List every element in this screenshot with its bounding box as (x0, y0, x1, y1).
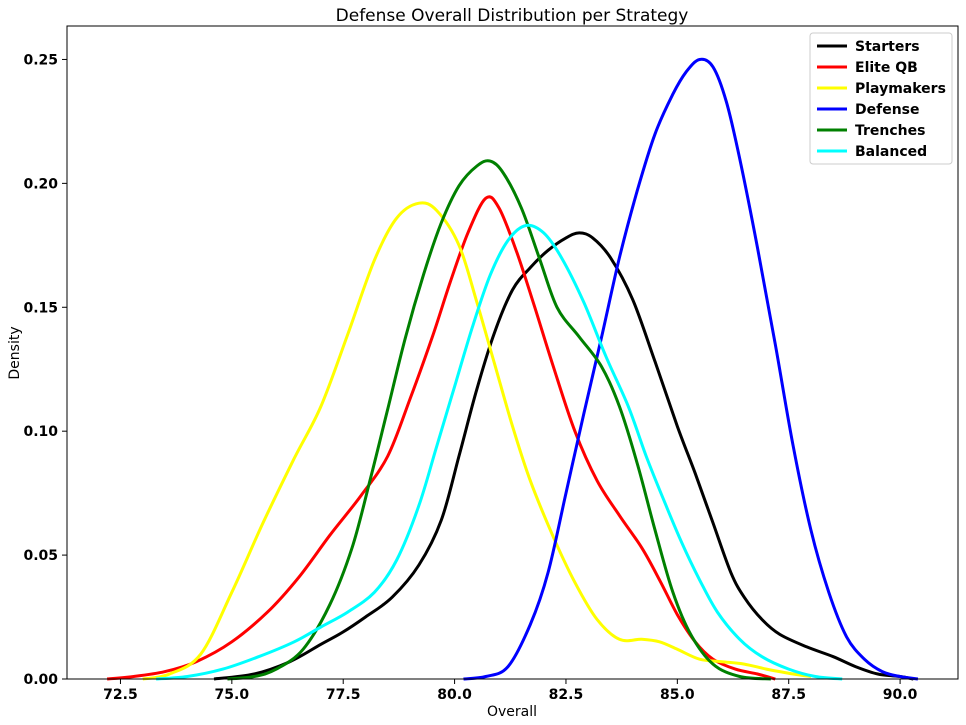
legend: Starters Elite QB Playmakers Defense Trenche… (809, 32, 953, 165)
x-tick-label: 75.0 (215, 687, 250, 703)
series-line-playmakers (142, 201, 812, 681)
legend-label: Elite QB (855, 60, 918, 76)
legend-label: Trenches (855, 123, 925, 139)
y-tick-label: 0.15 (23, 300, 58, 316)
x-tick-label: 85.0 (660, 687, 695, 703)
x-tick-label: 80.0 (437, 687, 472, 703)
series-line-defense (463, 57, 919, 681)
y-tick-label: 0.25 (23, 52, 58, 68)
x-tick-label: 77.5 (326, 687, 361, 703)
y-tick-label: 0.05 (23, 548, 58, 564)
y-tick-label: 0.20 (23, 176, 58, 192)
plot-area-frame (66, 25, 959, 680)
x-tick-label: 72.5 (103, 687, 138, 703)
x-axis: 72.5 75.0 77.5 80.0 82.5 85.0 87.5 90.0 (103, 679, 918, 703)
legend-label: Defense (855, 102, 920, 118)
x-tick-label: 90.0 (883, 687, 918, 703)
chart-title: Defense Overall Distribution per Strateg… (336, 6, 689, 26)
series-line-balanced (155, 223, 843, 681)
y-axis: 0.00 0.05 0.10 0.15 0.20 0.25 (23, 52, 67, 688)
x-tick-label: 87.5 (771, 687, 806, 703)
legend-label: Starters (855, 39, 920, 55)
series-line-elite-qb (106, 195, 776, 681)
legend-label: Balanced (855, 144, 927, 160)
plot-lines (106, 57, 919, 681)
x-axis-label: Overall (487, 704, 537, 720)
y-tick-label: 0.10 (23, 424, 58, 440)
y-axis-label: Density (7, 326, 23, 379)
x-tick-label: 82.5 (549, 687, 584, 703)
y-tick-label: 0.00 (23, 672, 58, 688)
legend-label: Playmakers (855, 81, 946, 97)
series-line-trenches (227, 159, 772, 681)
series-line-starters (213, 231, 914, 681)
